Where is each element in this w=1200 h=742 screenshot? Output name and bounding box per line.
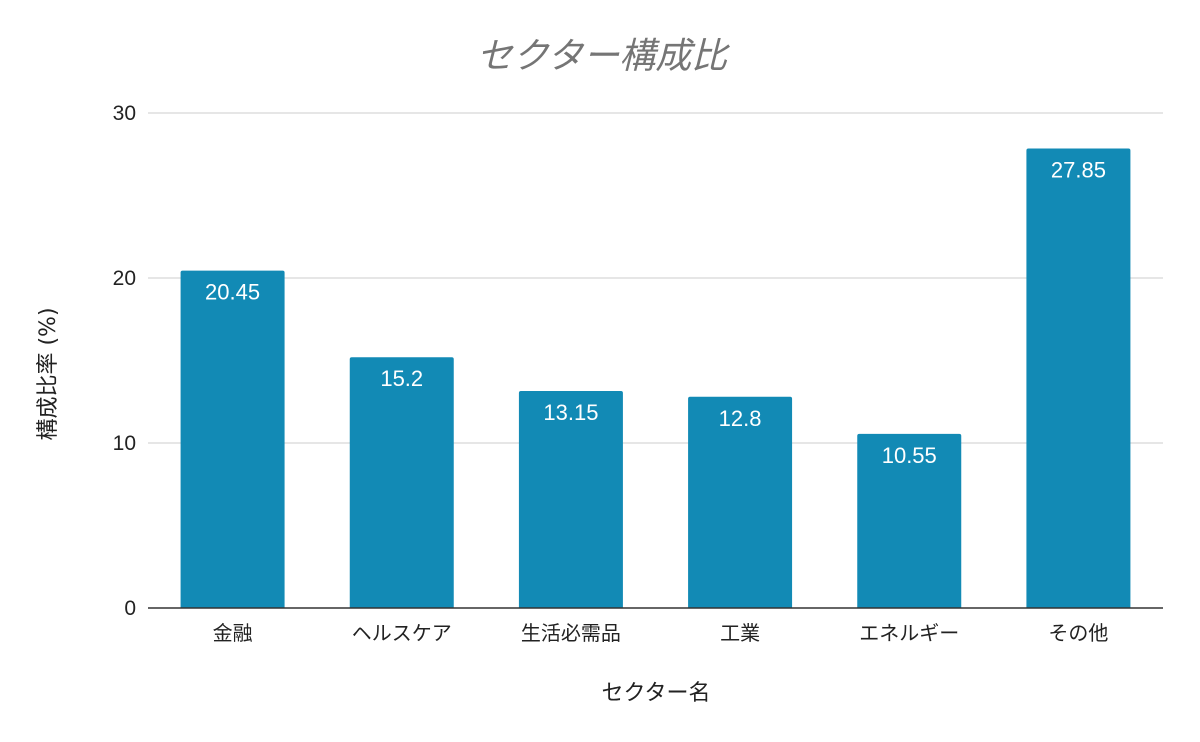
bar	[349, 357, 454, 608]
bar-data-label: 15.2	[380, 366, 423, 391]
x-category-label: 工業	[720, 621, 760, 645]
x-axis-title: セクター名	[601, 681, 710, 706]
bar	[857, 433, 962, 608]
bar	[688, 396, 793, 608]
x-category-label: 生活必需品	[521, 621, 621, 645]
gridlines	[148, 112, 1163, 444]
chart-title: セクター構成比	[477, 36, 731, 77]
bar	[518, 391, 623, 608]
y-tick-label: 30	[113, 102, 136, 125]
y-axis-ticks: 0 10 20 30	[113, 102, 136, 620]
x-category-label: その他	[1048, 621, 1108, 645]
bars	[180, 148, 1131, 608]
bar	[1026, 148, 1131, 608]
x-category-label: ヘルスケア	[352, 621, 452, 645]
bar-data-label: 12.8	[719, 406, 762, 431]
y-tick-label: 10	[113, 432, 136, 455]
y-tick-label: 20	[113, 267, 136, 290]
bar-data-label: 27.85	[1051, 157, 1106, 182]
y-axis-title: 構成比率 (%)	[36, 307, 61, 440]
x-axis-categories: 金融 ヘルスケア 生活必需品 工業 エネルギー その他	[213, 621, 1109, 645]
x-category-label: エネルギー	[859, 621, 959, 645]
x-category-label: 金融	[213, 621, 253, 645]
bar-data-label: 10.55	[882, 443, 937, 468]
bar-data-label: 13.15	[543, 400, 598, 425]
bar	[180, 270, 285, 608]
bar-data-label: 20.45	[205, 280, 260, 305]
data-labels: 20.45 15.2 13.15 12.8 10.55 27.85	[205, 157, 1106, 467]
y-tick-label: 0	[124, 597, 136, 620]
